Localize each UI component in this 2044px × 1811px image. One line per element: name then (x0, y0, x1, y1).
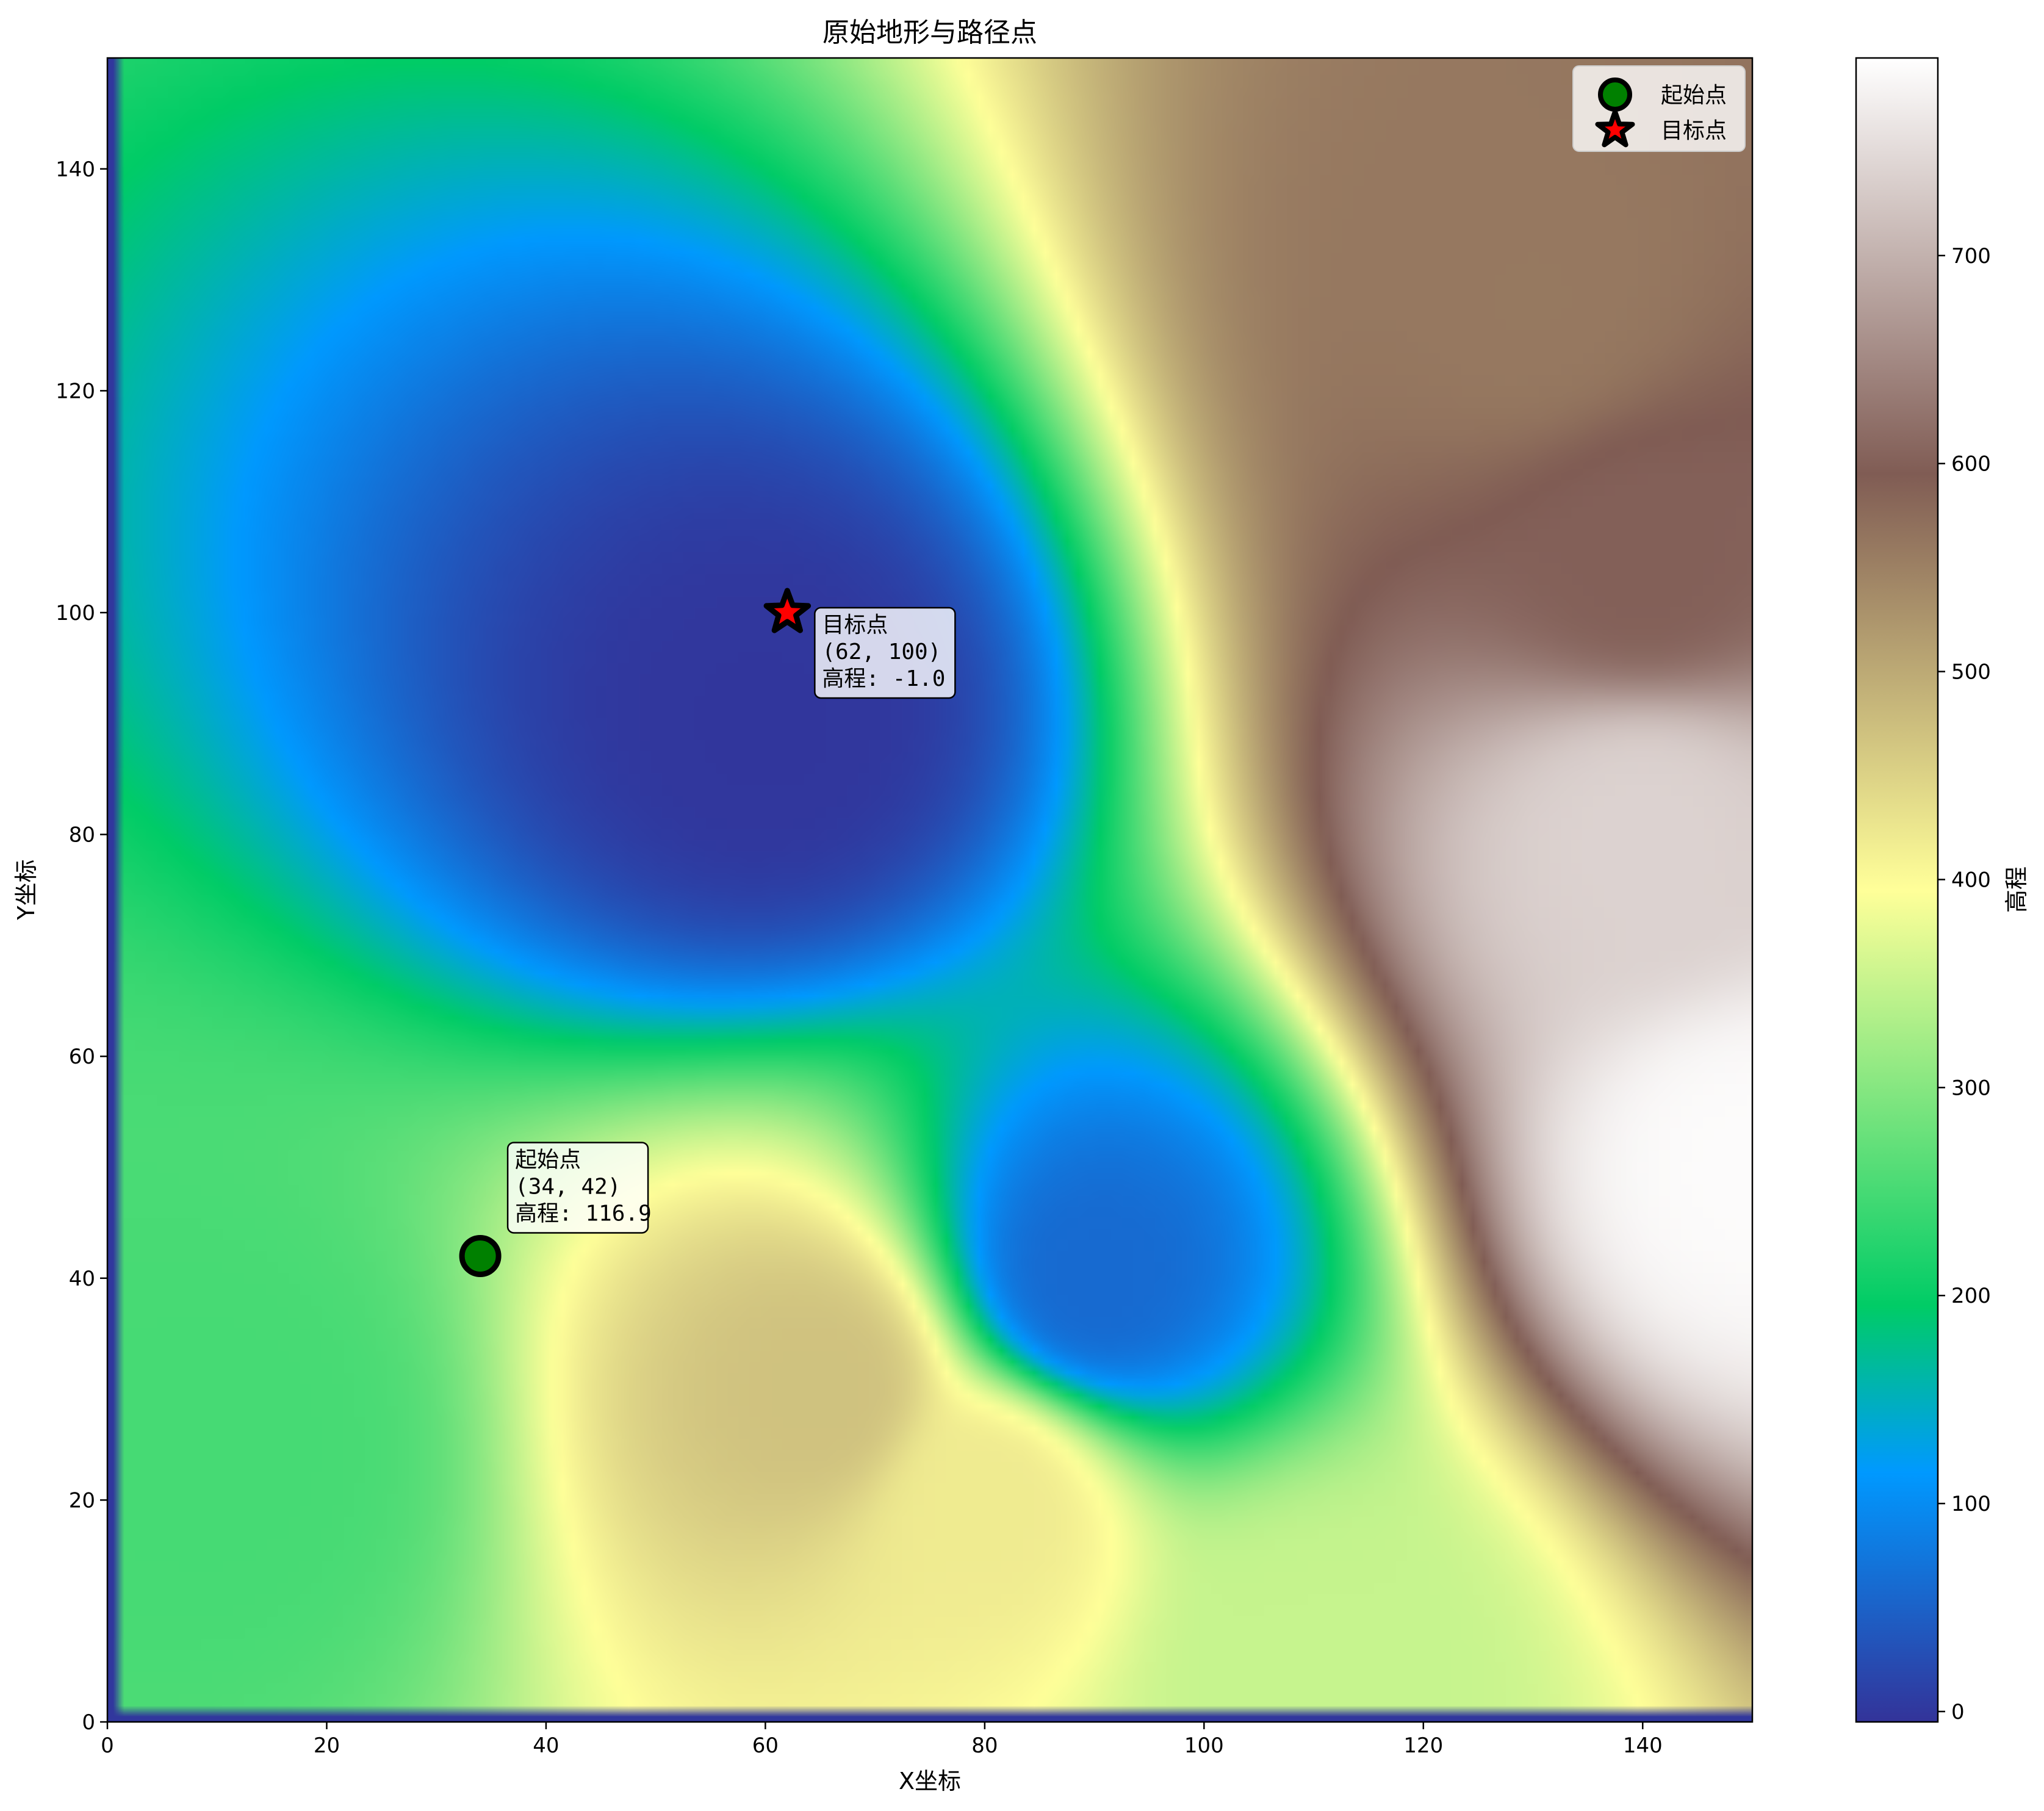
x-tick-label: 120 (1403, 1734, 1443, 1758)
annotation-box (814, 607, 956, 699)
y-tick-label: 140 (56, 157, 95, 182)
colorbar-tick-label: 400 (1951, 868, 1991, 892)
colorbar-tick-label: 0 (1951, 1700, 1965, 1724)
colorbar-tick-label: 100 (1951, 1492, 1991, 1516)
colorbar-tick-label: 500 (1951, 660, 1991, 685)
x-axis: 0 20 40 60 80 100 120 140 (101, 1722, 1663, 1758)
y-tick-label: 60 (69, 1045, 95, 1069)
colorbar-tick-label: 600 (1951, 452, 1991, 477)
y-tick-label: 0 (82, 1710, 95, 1735)
y-tick-label: 100 (56, 601, 95, 625)
annotation-text: (34, 42) (515, 1174, 621, 1199)
chart-title: 原始地形与路径点 (822, 17, 1037, 48)
path-point: 起始点(34, 42)高程: 116.9 (459, 1142, 652, 1277)
y-tick-label: 20 (69, 1488, 95, 1513)
colorbar-tick-label: 200 (1951, 1284, 1991, 1308)
x-tick-label: 100 (1184, 1734, 1224, 1758)
y-axis-label: Y坐标 (13, 859, 40, 920)
point-annotation: 起始点(34, 42)高程: 116.9 (506, 1142, 652, 1234)
annotation-text: 目标点 (822, 613, 888, 638)
x-tick-label: 40 (533, 1734, 559, 1758)
x-axis-label: X坐标 (899, 1768, 961, 1795)
x-tick-label: 60 (752, 1734, 779, 1758)
x-tick-label: 140 (1623, 1734, 1663, 1758)
plot-frame (106, 57, 1754, 1723)
legend-star-icon (1595, 109, 1635, 148)
annotation-text: 高程: 116.9 (515, 1201, 652, 1226)
colorbar-label: 高程 (2003, 866, 2030, 913)
legend-label: 起始点 (1661, 83, 1727, 108)
y-tick-label: 80 (69, 823, 95, 848)
annotation-text: 起始点 (515, 1147, 581, 1172)
path-point: 目标点(62, 100)高程: -1.0 (763, 588, 956, 699)
terrain-heatmap (107, 58, 1752, 1722)
x-tick-label: 80 (971, 1734, 998, 1758)
x-tick-label: 0 (101, 1734, 114, 1758)
colorbar-tick-label: 300 (1951, 1076, 1991, 1100)
colorbar-gradient (1855, 57, 1939, 1723)
point-annotation: 目标点(62, 100)高程: -1.0 (814, 607, 956, 699)
target-point-marker (763, 588, 811, 633)
annotation-text: 高程: -1.0 (822, 666, 945, 691)
legend-circle-icon (1598, 77, 1632, 112)
annotation-box (506, 1142, 649, 1234)
colorbar: 0 100 200 300 400 500 600 700 高程 (1855, 57, 2030, 1724)
x-tick-label: 20 (314, 1734, 340, 1758)
y-axis: 0 20 40 60 80 100 120 140 (56, 157, 107, 1735)
path-points: 起始点(34, 42)高程: 116.9 目标点(62, 100)高程: -1.0 (459, 588, 956, 1277)
legend-label: 目标点 (1661, 118, 1727, 143)
plot-area (107, 58, 1752, 1722)
y-tick-label: 40 (69, 1267, 95, 1291)
colorbar-tick-label: 700 (1951, 244, 1991, 268)
start-point-marker (459, 1234, 502, 1277)
annotation-text: (62, 100) (822, 639, 941, 664)
y-tick-label: 120 (56, 379, 95, 403)
